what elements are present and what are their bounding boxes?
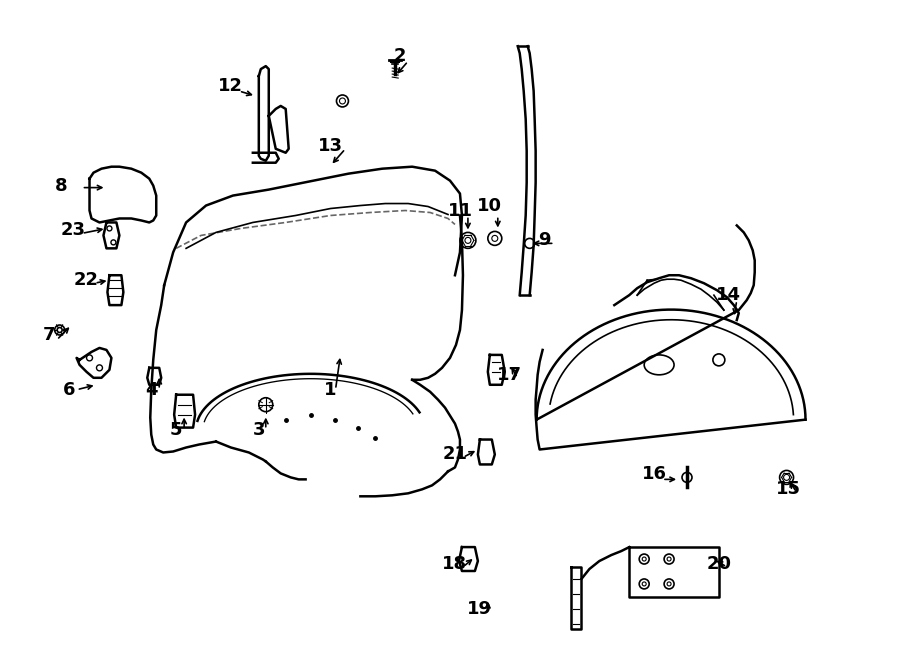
Text: 10: 10 [477,197,502,214]
Text: 17: 17 [497,366,522,384]
Text: 5: 5 [170,420,183,439]
Text: 8: 8 [55,177,68,195]
Text: 16: 16 [642,465,667,483]
Text: 23: 23 [61,221,86,240]
Text: 20: 20 [706,555,732,573]
Text: 3: 3 [253,420,266,439]
Text: 18: 18 [443,555,467,573]
Text: 21: 21 [443,446,467,463]
Text: 2: 2 [394,47,407,65]
Text: 1: 1 [324,381,337,399]
Text: 22: 22 [74,271,99,289]
Text: 4: 4 [145,381,158,399]
Text: 6: 6 [63,381,76,399]
Text: 15: 15 [776,481,801,498]
Text: 14: 14 [716,286,742,304]
Text: 19: 19 [467,600,492,618]
Text: 12: 12 [219,77,243,95]
Text: 13: 13 [318,137,343,155]
Text: 11: 11 [447,201,473,220]
Text: 7: 7 [42,326,55,344]
Text: 9: 9 [538,232,551,250]
